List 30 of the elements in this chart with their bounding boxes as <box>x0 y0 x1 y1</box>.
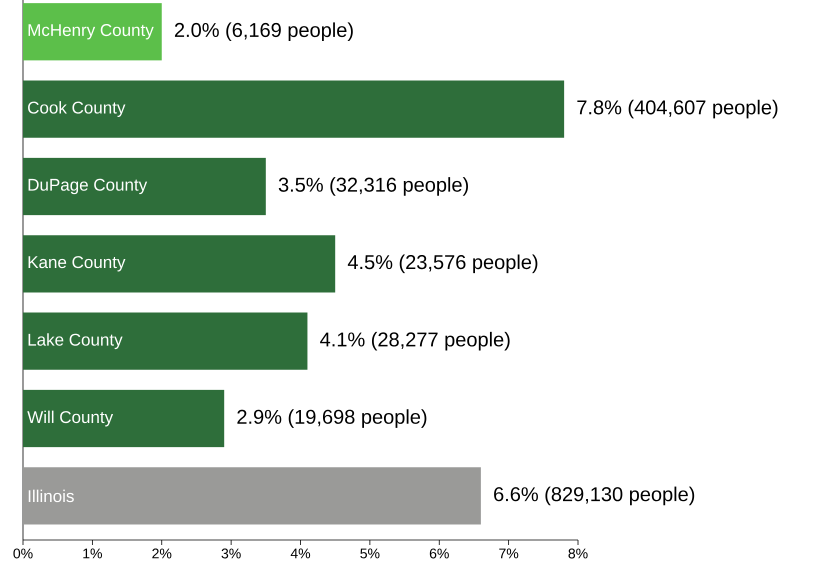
bar <box>23 467 481 525</box>
y-tick-label: Cook County <box>28 101 126 118</box>
data-label: 4.5% (23,576 people) <box>348 254 538 274</box>
x-tick-label: 2% <box>152 548 172 558</box>
data-label: 7.8% (404,607 people) <box>577 100 778 118</box>
y-tick-label: Lake County <box>28 333 123 350</box>
x-tick-label: 8% <box>568 548 588 558</box>
bar <box>23 312 308 370</box>
data-label: 6.6% (829,130 people) <box>494 486 694 506</box>
bar <box>23 158 266 216</box>
y-tick-label: McHenry County <box>28 24 154 40</box>
x-tick-label: 7% <box>499 548 518 558</box>
data-label: 2.9% (19,698 people) <box>237 409 426 428</box>
bar <box>23 80 564 138</box>
y-tick-label: Will County <box>27 410 114 426</box>
y-tick-label: DuPage County <box>28 178 148 194</box>
x-tick-label: 3% <box>222 548 241 558</box>
bar <box>23 235 336 292</box>
bar <box>23 3 162 60</box>
y-tick-label: Kane County <box>28 256 126 272</box>
x-tick-label: 4% <box>290 548 310 558</box>
data-label: 4.1% (28,277 people) <box>320 332 510 351</box>
data-label: 2.0% (6,169 people) <box>174 22 353 42</box>
x-tick-label: 1% <box>83 548 102 558</box>
x-tick-label: 5% <box>360 548 380 558</box>
data-label: 3.5% (32,316 people) <box>278 177 468 196</box>
bar <box>23 390 224 448</box>
y-tick-label: Illinois <box>28 490 74 502</box>
x-tick-label: 0% <box>13 548 33 558</box>
x-tick-label: 6% <box>430 548 449 558</box>
